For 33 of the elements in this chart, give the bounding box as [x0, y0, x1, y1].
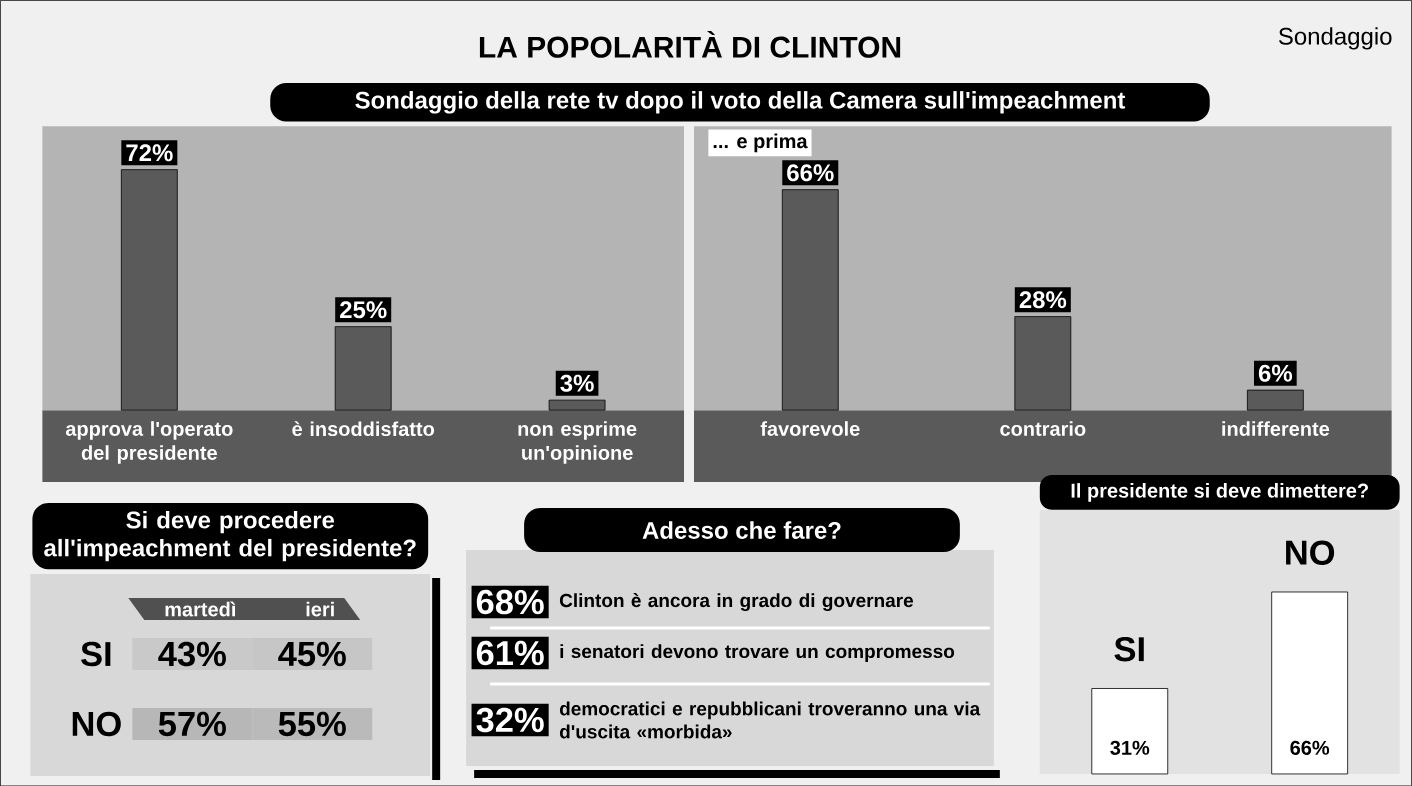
text: Sondaggio [1278, 27, 1392, 50]
data-label: 28% [1019, 291, 1067, 309]
data-label: 6% [1258, 364, 1293, 382]
x-tick-label: è insoddisfatto [292, 421, 435, 436]
x-tick-label: favorevole [760, 421, 860, 436]
category-label: i senatori devono trovare un compromesso [560, 644, 955, 662]
data-label: 68% [476, 589, 544, 615]
x-tick-label: indifferente [1222, 421, 1330, 436]
x-tick-label: non esprime un'opinione [518, 421, 637, 464]
x-tick-label: approva l'operato del presidente [65, 421, 233, 464]
chart-title: Il presidente si deve dimettere? [1071, 482, 1368, 502]
data-label: 66% [787, 164, 834, 182]
data-label: 55% [278, 711, 346, 736]
text: Sondaggio della rete tv dopo il voto della Camera sull'impeachment [355, 90, 1126, 114]
category-label: democratici e repubblicani troveranno una via d'uscita «morbida» [559, 701, 981, 739]
data-label: 72% [126, 144, 173, 162]
chart-title: Si deve procedere all'impeachment del presidente? [44, 510, 416, 562]
data-label: 66% [1290, 740, 1330, 755]
x-tick-label: contrario [1000, 421, 1086, 436]
data-label: 32% [476, 707, 544, 733]
x-tick-label: ieri [306, 601, 334, 617]
chart-title: LA POPOLARITÀ DI CLINTON [479, 30, 901, 58]
data-label: 61% [476, 640, 544, 666]
data-label: 3% [560, 374, 594, 392]
data-label: 31% [1110, 740, 1150, 755]
data-label: 45% [278, 641, 346, 667]
data-label: 43% [158, 641, 226, 667]
text: Adesso che fare? [642, 521, 841, 539]
x-tick-label: martedì [165, 601, 236, 617]
data-label: 57% [158, 711, 226, 736]
chart-title: ... e prima [713, 133, 808, 153]
data-label: 25% [340, 301, 387, 319]
category-label: Clinton è ancora in grado di governare [559, 592, 914, 611]
